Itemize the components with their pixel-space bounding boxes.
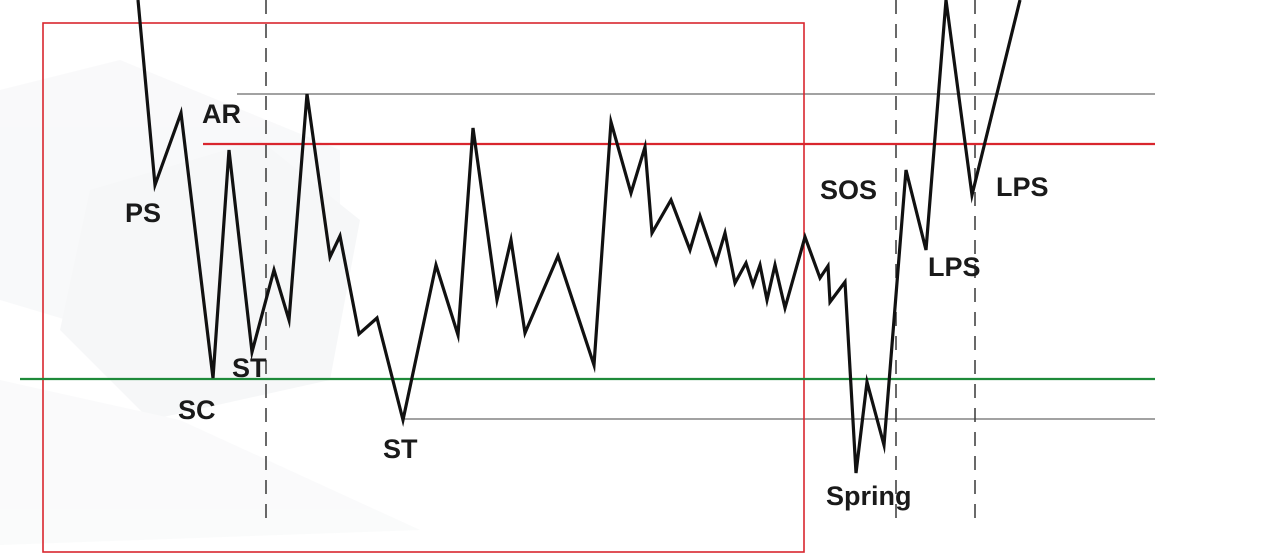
spring-label: Spring [826, 481, 912, 511]
st-label-2: ST [383, 434, 418, 464]
trading-range-box [42, 22, 805, 553]
lps-label-2: LPS [996, 172, 1049, 202]
sc-label: SC [178, 395, 216, 425]
lps-label-1: LPS [928, 252, 981, 282]
phase-divider-lines [265, 0, 976, 525]
price-path [136, 0, 1022, 474]
st-label-1: ST [232, 353, 267, 383]
sos-label: SOS [820, 175, 877, 205]
ar-label: AR [202, 99, 241, 129]
background-watermark [0, 60, 420, 545]
ps-label: PS [125, 198, 161, 228]
